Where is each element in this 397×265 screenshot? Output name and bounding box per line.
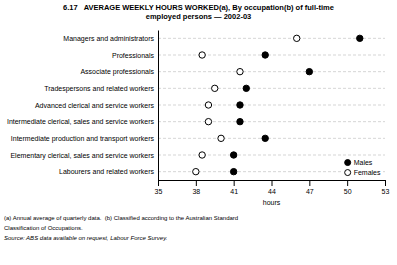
y-tick-label: Professionals	[112, 52, 155, 59]
dot	[294, 35, 300, 41]
y-tick: Managers and administrators	[63, 35, 154, 43]
x-tick-mark	[385, 180, 386, 186]
y-tick-label: Labourers and related workers	[59, 168, 154, 175]
y-tick: Labourers and related workers	[59, 168, 154, 175]
legend-item: Females	[345, 169, 381, 176]
y-tick: Professionals	[112, 52, 155, 59]
x-tick-mark	[234, 180, 235, 186]
x-tick-mark	[196, 180, 197, 186]
title: 6.17 AVERAGE WEEKLY HOURS WORKED(a), By …	[63, 3, 334, 12]
dot	[193, 168, 199, 174]
footnote: Source: ABS data available on request, L…	[4, 235, 167, 241]
legend: Males Females	[343, 157, 383, 178]
x-tick-mark	[158, 180, 159, 186]
y-tick-label: Associate professionals	[80, 68, 154, 76]
x-tick: 47	[306, 180, 314, 195]
x-tick-label: 35	[155, 188, 163, 195]
dot	[212, 85, 218, 91]
series	[230, 35, 363, 175]
y-tick-label: Managers and administrators	[63, 35, 154, 43]
legend-item: Males	[345, 159, 373, 166]
dot	[237, 102, 243, 108]
dot	[357, 35, 363, 41]
dot	[237, 68, 243, 74]
y-tick: Elementary clerical, sales and service w…	[10, 152, 154, 160]
footnote: (a) Annual average of quarterly data. (b…	[4, 215, 238, 221]
y-tick-label: Intermediate clerical, sales and service…	[7, 118, 155, 125]
x-tick: 38	[192, 180, 200, 195]
y-tick: Intermediate production and transport wo…	[11, 135, 155, 143]
grid-line	[158, 88, 385, 89]
x-tick-label: 50	[344, 188, 352, 195]
series	[193, 35, 300, 175]
grid-line	[158, 38, 385, 39]
grid	[158, 38, 385, 171]
y-axis-line	[158, 31, 159, 181]
chart-container: 35 38 41 44 47 50 53 Managers and administrator…	[0, 0, 397, 265]
dot	[243, 85, 249, 91]
grid-line	[158, 121, 385, 122]
grid-line	[158, 155, 385, 156]
grid-line	[158, 105, 385, 106]
y-tick-label: Advanced clerical and service workers	[35, 102, 155, 109]
legend-symbol	[345, 160, 351, 166]
y-axis: Managers and administrators Professionals…	[7, 31, 159, 181]
y-tick: Associate professionals	[80, 68, 154, 76]
x-tick: 35	[155, 180, 163, 195]
x-tick-mark	[309, 180, 310, 186]
x-tick: 44	[268, 180, 276, 195]
dot	[230, 152, 236, 158]
dot	[230, 168, 236, 174]
x-tick-label: 41	[230, 188, 238, 195]
grid-line	[158, 55, 385, 56]
y-tick-label: Elementary clerical, sales and service w…	[10, 152, 154, 160]
x-tick: 53	[382, 180, 390, 195]
x-tick: 50	[344, 180, 352, 195]
y-tick-label: Intermediate production and transport wo…	[11, 135, 155, 143]
dot	[199, 152, 205, 158]
y-tick: Intermediate clerical, sales and service…	[7, 118, 155, 125]
grid-line	[158, 138, 385, 139]
dot	[306, 68, 312, 74]
dot	[262, 135, 268, 141]
x-tick-label: 53	[382, 188, 390, 195]
title: employed persons — 2002-03	[146, 12, 251, 21]
y-tick: Tradespersons and related workers	[44, 85, 154, 93]
x-tick-label: 47	[306, 188, 314, 195]
x-tick-label: 44	[268, 188, 276, 195]
dot	[262, 52, 268, 58]
grid-line	[158, 71, 385, 72]
dot	[199, 52, 205, 58]
x-tick-mark	[272, 180, 273, 186]
x-tick: 41	[230, 180, 238, 195]
x-tick-label: 38	[192, 188, 200, 195]
y-tick: Advanced clerical and service workers	[35, 102, 155, 109]
x-axis: 35 38 41 44 47 50 53	[155, 180, 390, 195]
x-tick-mark	[347, 180, 348, 186]
legend-label: Females	[354, 169, 381, 176]
x-axis-title: hours	[263, 199, 281, 206]
dot	[237, 118, 243, 124]
footnote: Classification of Occupations.	[4, 225, 83, 231]
legend-background	[343, 157, 383, 178]
chart: 35 38 41 44 47 50 53 Managers and administrator…	[0, 0, 397, 265]
dot	[205, 118, 211, 124]
dot	[218, 135, 224, 141]
legend-symbol	[345, 170, 351, 176]
legend-label: Males	[354, 159, 373, 166]
dot	[205, 102, 211, 108]
marks	[193, 35, 363, 175]
y-tick-label: Tradespersons and related workers	[44, 85, 154, 93]
